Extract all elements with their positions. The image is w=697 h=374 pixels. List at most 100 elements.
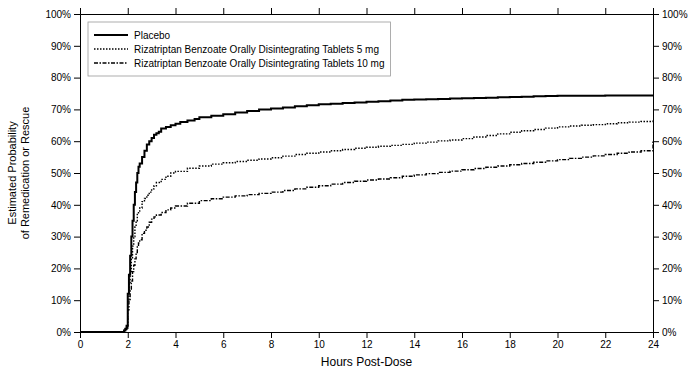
tick-label: 80%: [662, 72, 682, 83]
tick-label: 10%: [662, 295, 682, 306]
tick-label: 60%: [662, 136, 682, 147]
y-axis: 0%10%20%30%40%50%60%70%80%90%100%: [45, 9, 80, 338]
tick-mark: [271, 332, 272, 338]
tick-mark: [74, 78, 80, 79]
axis-line: [81, 8, 654, 15]
tick: 30%: [653, 231, 682, 242]
tick: 100%: [45, 9, 80, 20]
legend-swatch: [94, 48, 128, 49]
tick: 50%: [51, 168, 80, 179]
tick: 20%: [51, 263, 80, 274]
tick: 0%: [57, 327, 80, 338]
tick-mark: [74, 205, 80, 206]
tick-mark: [74, 300, 80, 301]
tick-mark: [510, 8, 511, 14]
tick-label: 90%: [662, 41, 682, 52]
tick-mark: [414, 8, 415, 14]
chart: 0246810121416182022240%10%20%30%40%50%60…: [0, 0, 697, 374]
tick-label: 100%: [45, 9, 71, 20]
tick-label: 14: [409, 339, 421, 350]
axis-line: [81, 333, 654, 339]
tick-label: 18: [505, 339, 517, 350]
tick-mark: [128, 8, 129, 14]
tick-mark: [414, 332, 415, 338]
tick-label: 8: [269, 339, 275, 350]
tick-label: 12: [361, 339, 373, 350]
tick: 20%: [653, 263, 682, 274]
tick: 80%: [51, 72, 80, 83]
tick: [558, 8, 559, 14]
tick-mark: [128, 332, 129, 338]
tick-label: 10%: [51, 295, 71, 306]
tick: 18: [505, 332, 517, 350]
tick: 90%: [653, 41, 682, 52]
tick: [128, 8, 129, 14]
tick: [176, 8, 177, 14]
tick: 100%: [653, 9, 688, 20]
tick-label: 0: [78, 339, 84, 350]
tick-mark: [176, 332, 177, 338]
tick-label: 70%: [51, 104, 71, 115]
tick-mark: [223, 332, 224, 338]
tick: 40%: [51, 200, 80, 211]
y-axis-title: Estimated Probabilityof Remedication or …: [6, 107, 31, 240]
tick-mark: [319, 332, 320, 338]
tick-mark: [653, 300, 659, 301]
series-line: [80, 121, 653, 332]
tick-label: 20: [552, 339, 564, 350]
series-line: [80, 95, 653, 332]
tick-mark: [74, 237, 80, 238]
tick-label: 22: [600, 339, 612, 350]
tick-label: 16: [457, 339, 469, 350]
tick-label: 50%: [51, 168, 71, 179]
tick-label: 20%: [662, 263, 682, 274]
legend-swatch: [94, 34, 128, 36]
tick-mark: [74, 268, 80, 269]
series-line: [80, 141, 653, 332]
tick: 0: [78, 332, 84, 350]
tick-mark: [653, 141, 659, 142]
tick-mark: [80, 8, 81, 14]
tick-label: 4: [173, 339, 179, 350]
tick-mark: [462, 8, 463, 14]
tick: [223, 8, 224, 14]
tick-mark: [653, 173, 659, 174]
tick-label: 50%: [662, 168, 682, 179]
tick: 22: [600, 332, 612, 350]
tick: [367, 8, 368, 14]
x-axis: 024681012141618202224: [78, 332, 660, 350]
tick: 0%: [653, 327, 677, 338]
tick: [462, 8, 463, 14]
tick: 24: [648, 332, 660, 350]
tick-label: 60%: [51, 136, 71, 147]
tick-mark: [605, 332, 606, 338]
tick-label: 0%: [57, 327, 72, 338]
tick: 10%: [653, 295, 682, 306]
tick-label: 10: [314, 339, 326, 350]
tick: 60%: [653, 136, 682, 147]
legend: PlaceboRizatriptan Benzoate Orally Disin…: [88, 22, 391, 76]
tick-mark: [653, 109, 659, 110]
tick: [319, 8, 320, 14]
y2-axis: 0%10%20%30%40%50%60%70%80%90%100%: [653, 9, 688, 338]
tick: [271, 8, 272, 14]
x-axis-title: Hours Post-Dose: [321, 355, 413, 369]
tick-mark: [653, 8, 654, 14]
tick: 80%: [653, 72, 682, 83]
tick-label: 0%: [662, 327, 677, 338]
axis-line: [654, 15, 660, 333]
tick: [414, 8, 415, 14]
tick-mark: [74, 109, 80, 110]
x-axis-top: [81, 8, 654, 15]
tick-label: 80%: [51, 72, 71, 83]
tick-mark: [510, 332, 511, 338]
tick-label: 2: [125, 339, 131, 350]
tick: 16: [457, 332, 469, 350]
plot-area: [80, 95, 653, 332]
tick-mark: [74, 332, 80, 333]
tick-label: 20%: [51, 263, 71, 274]
tick-mark: [653, 237, 659, 238]
tick-mark: [271, 8, 272, 14]
tick: 30%: [51, 231, 80, 242]
tick: 10%: [51, 295, 80, 306]
